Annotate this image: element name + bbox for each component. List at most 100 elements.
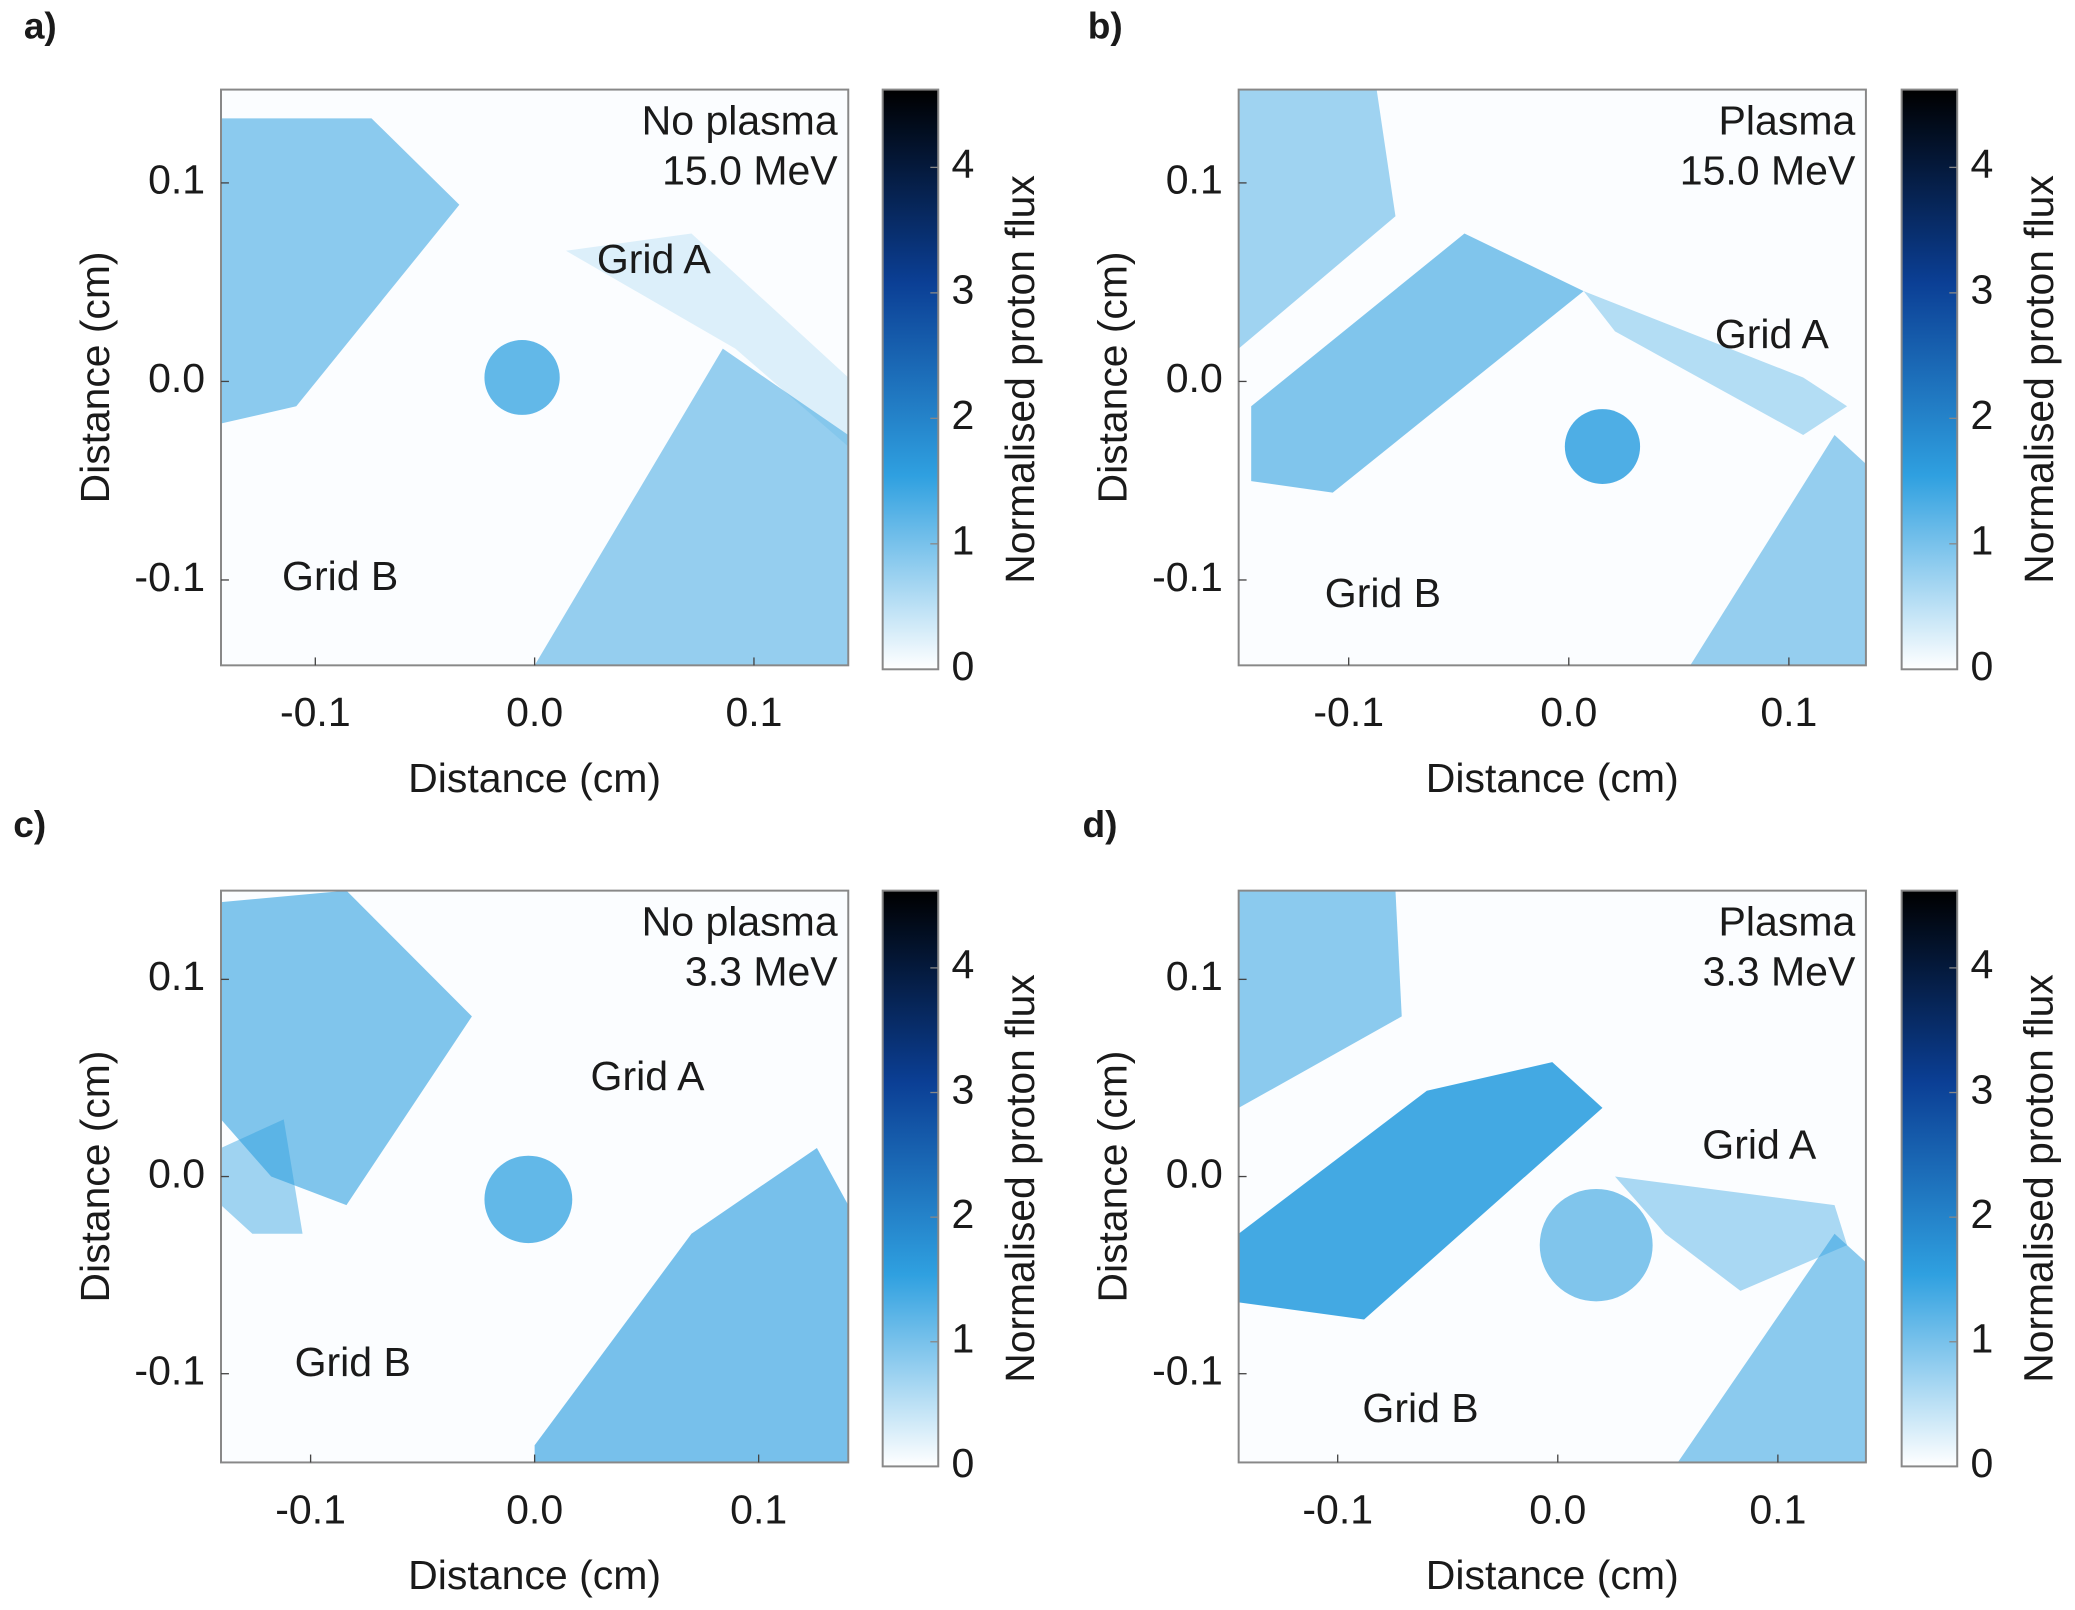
annotation: 3.3 MeV xyxy=(1703,949,1856,995)
image-region xyxy=(534,1147,849,1463)
x-tick-label: -0.1 xyxy=(275,1486,346,1532)
y-axis-label: Distance (cm) xyxy=(72,252,118,504)
y-tick-label: 0.1 xyxy=(148,953,205,999)
annotation: Grid B xyxy=(295,1339,411,1385)
x-tick-label: 0.1 xyxy=(725,689,782,735)
colorbar-tick-label: 1 xyxy=(1970,518,1993,564)
annotation: 15.0 MeV xyxy=(1680,148,1856,194)
image-region xyxy=(1238,89,1396,349)
annotation: Grid B xyxy=(1325,570,1441,616)
image-blob xyxy=(484,339,560,415)
image-region xyxy=(1615,1176,1848,1291)
y-axis-label: Distance (cm) xyxy=(1089,252,1135,504)
colorbar xyxy=(881,88,940,671)
image-region xyxy=(1677,1233,1866,1463)
colorbar-tick-label: 0 xyxy=(1970,1440,1993,1486)
annotation: Grid B xyxy=(1362,1385,1478,1431)
colorbar-tick-label: 2 xyxy=(1970,392,1993,438)
y-tick-label: 0.0 xyxy=(1166,1150,1223,1196)
x-tick-label: 0.1 xyxy=(1749,1486,1806,1532)
colorbar-tick-label: 2 xyxy=(951,392,974,438)
x-tick-label: -0.1 xyxy=(1302,1486,1373,1532)
x-tick-label: -0.1 xyxy=(280,689,351,735)
colorbar-tick-label: 2 xyxy=(1970,1191,1993,1237)
image-region xyxy=(565,233,849,447)
x-tick-label: 0.0 xyxy=(1540,689,1597,735)
image-region xyxy=(1251,233,1584,493)
colorbar-tick-label: 4 xyxy=(1970,942,1993,988)
y-tick-label: 0.0 xyxy=(148,1150,205,1196)
image-region xyxy=(220,118,460,424)
colorbar-tick-label: 3 xyxy=(951,267,974,313)
x-tick-label: -0.1 xyxy=(1313,689,1384,735)
y-tick-label: -0.1 xyxy=(134,1348,205,1394)
colorbar-tick-label: 3 xyxy=(1970,267,1993,313)
plot-frame xyxy=(1237,88,1867,667)
annotation: 3.3 MeV xyxy=(685,949,838,995)
annotation: Grid B xyxy=(282,553,398,599)
panel-label: d) xyxy=(1082,804,1117,845)
x-tick-label: 0.1 xyxy=(1760,689,1817,735)
y-tick-label: 0.0 xyxy=(1166,355,1223,401)
annotation: No plasma xyxy=(642,899,838,945)
panel-label: b) xyxy=(1088,6,1123,47)
x-tick-label: 0.0 xyxy=(506,1486,563,1532)
x-tick-label: 0.0 xyxy=(1529,1486,1586,1532)
annotation: No plasma xyxy=(642,98,838,144)
colorbar-label: Normalised proton flux xyxy=(997,974,1043,1383)
annotation: Plasma xyxy=(1719,899,1856,945)
colorbar xyxy=(1900,88,1959,671)
image-blob xyxy=(484,1155,573,1244)
y-axis-label: Distance (cm) xyxy=(1089,1051,1135,1303)
colorbar-label: Normalised proton flux xyxy=(2016,974,2062,1383)
image-blob xyxy=(1564,409,1641,485)
colorbar-tick-label: 1 xyxy=(951,518,974,564)
annotation: Grid A xyxy=(591,1053,706,1099)
colorbar-tick-label: 4 xyxy=(1970,141,1993,187)
image-region xyxy=(220,890,472,1206)
colorbar-tick-label: 2 xyxy=(951,1191,974,1237)
y-tick-label: -0.1 xyxy=(1152,1348,1223,1394)
colorbar-tick-label: 0 xyxy=(951,1440,974,1486)
colorbar-tick-label: 0 xyxy=(1970,643,1993,689)
y-tick-label: 0.1 xyxy=(148,157,205,203)
colorbar xyxy=(881,889,940,1468)
annotation: Plasma xyxy=(1719,98,1856,144)
image-region xyxy=(1583,291,1848,436)
y-tick-label: 0.0 xyxy=(148,355,205,401)
image-blob xyxy=(1539,1188,1653,1302)
y-tick-label: 0.1 xyxy=(1166,157,1223,203)
colorbar-tick-label: 0 xyxy=(951,643,974,689)
colorbar xyxy=(1900,889,1959,1468)
annotation: Grid A xyxy=(1715,311,1830,357)
x-tick-label: 0.0 xyxy=(506,689,563,735)
colorbar-label: Normalised proton flux xyxy=(997,175,1043,584)
x-axis-label: Distance (cm) xyxy=(408,1552,661,1598)
x-axis-label: Distance (cm) xyxy=(408,755,661,801)
panel-label: c) xyxy=(13,804,46,845)
colorbar-label: Normalised proton flux xyxy=(2016,175,2062,584)
image-region xyxy=(1690,435,1866,666)
x-tick-label: 0.1 xyxy=(730,1486,787,1532)
panel-label: a) xyxy=(24,6,57,47)
colorbar-tick-label: 3 xyxy=(951,1066,974,1112)
annotation: Grid A xyxy=(597,236,712,282)
colorbar-tick-label: 4 xyxy=(951,942,974,988)
colorbar-tick-label: 1 xyxy=(1970,1316,1993,1362)
colorbar-tick-label: 1 xyxy=(951,1316,974,1362)
annotation: 15.0 MeV xyxy=(662,148,838,194)
y-tick-label: -0.1 xyxy=(1152,554,1223,600)
x-axis-label: Distance (cm) xyxy=(1426,1552,1679,1598)
x-axis-label: Distance (cm) xyxy=(1426,755,1679,801)
y-tick-label: -0.1 xyxy=(134,554,205,600)
image-region xyxy=(220,1119,303,1234)
image-region xyxy=(534,348,849,666)
annotation: Grid A xyxy=(1702,1122,1817,1168)
y-tick-label: 0.1 xyxy=(1166,953,1223,999)
colorbar-tick-label: 3 xyxy=(1970,1066,1993,1112)
colorbar-tick-label: 4 xyxy=(951,141,974,187)
y-axis-label: Distance (cm) xyxy=(72,1051,118,1303)
image-region xyxy=(1238,890,1402,1108)
image-region xyxy=(1238,1062,1603,1320)
